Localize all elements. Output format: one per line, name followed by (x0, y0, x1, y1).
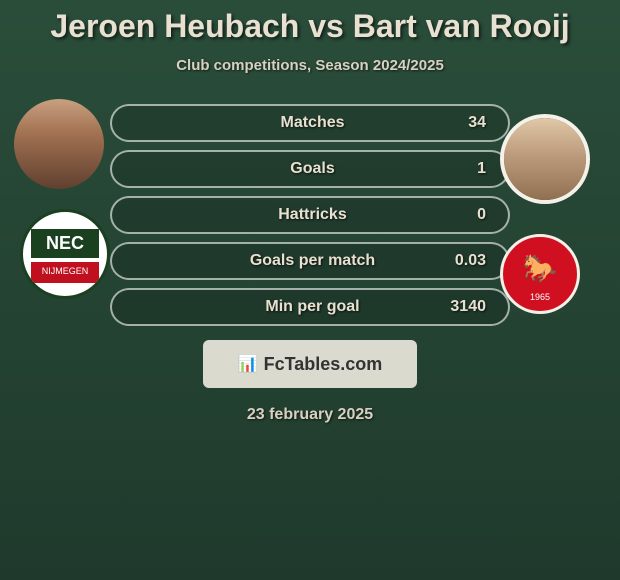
nec-name: NEC (31, 229, 98, 258)
branding-box[interactable]: 📊 FcTables.com (203, 340, 417, 388)
stat-bar-hattricks: Hattricks 0 (110, 196, 510, 234)
stat-label: Goals (179, 160, 446, 178)
team-left-logo: NEC NIJMEGEN (20, 209, 120, 299)
chart-icon: 📊 (238, 354, 258, 374)
branding-text: FcTables.com (264, 354, 383, 375)
nec-city: NIJMEGEN (31, 262, 98, 283)
twente-year: 1965 (503, 292, 577, 302)
player-right-avatar (500, 114, 590, 204)
stat-label: Hattricks (179, 206, 446, 224)
stat-value: 3140 (446, 298, 486, 316)
subtitle: Club competitions, Season 2024/2025 (0, 57, 620, 74)
stats-container: NEC NIJMEGEN 🐎 1965 Matches 34 Goals 1 H… (0, 104, 620, 326)
horse-icon: 🐎 (522, 252, 559, 289)
stat-label: Min per goal (179, 298, 446, 316)
stat-value: 0.03 (446, 252, 486, 270)
stat-bar-goals-per-match: Goals per match 0.03 (110, 242, 510, 280)
date-label: 23 february 2025 (0, 406, 620, 424)
stat-value: 34 (446, 114, 486, 132)
stat-bar-min-per-goal: Min per goal 3140 (110, 288, 510, 326)
nec-logo-icon: NEC NIJMEGEN (20, 209, 110, 299)
stat-label: Goals per match (179, 252, 446, 270)
stat-bar-matches: Matches 34 (110, 104, 510, 142)
player-left-avatar (14, 99, 104, 189)
stat-bar-goals: Goals 1 (110, 150, 510, 188)
player-face-icon (14, 99, 104, 189)
twente-logo-icon: 🐎 1965 (500, 234, 580, 314)
stat-value: 1 (446, 160, 486, 178)
stat-value: 0 (446, 206, 486, 224)
stat-label: Matches (179, 114, 446, 132)
player-face-icon (504, 118, 586, 200)
team-right-logo: 🐎 1965 (500, 234, 600, 324)
page-title: Jeroen Heubach vs Bart van Rooij (0, 8, 620, 45)
